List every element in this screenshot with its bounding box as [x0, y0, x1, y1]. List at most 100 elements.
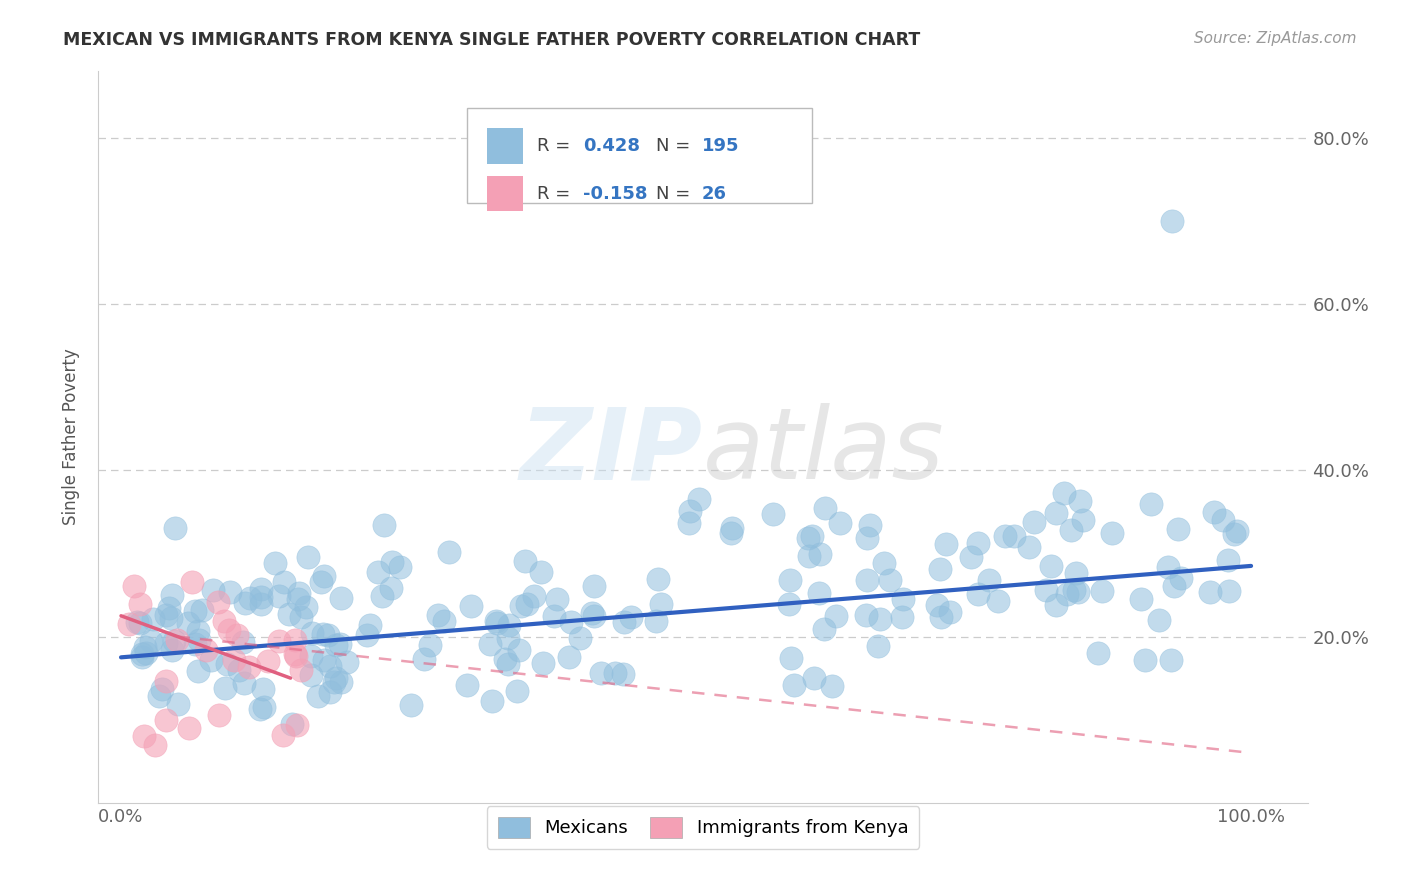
Point	[200, 653, 222, 667]
Point	[856, 573, 879, 587]
Point	[801, 529, 824, 543]
Point	[1198, 584, 1220, 599]
Point	[148, 690, 170, 704]
Point	[207, 595, 229, 609]
Point	[233, 676, 256, 690]
Point	[239, 591, 262, 605]
Point	[558, 649, 581, 664]
Point	[821, 679, 844, 693]
Point	[257, 654, 280, 668]
Point	[195, 642, 218, 657]
Text: -0.158: -0.158	[583, 185, 648, 202]
Point	[721, 521, 744, 535]
Point	[1087, 646, 1109, 660]
Point	[1035, 582, 1057, 597]
Point	[1069, 494, 1091, 508]
Point	[644, 614, 666, 628]
Point	[155, 713, 177, 727]
Point	[1053, 486, 1076, 500]
Point	[319, 659, 342, 673]
Point	[150, 681, 173, 696]
Point	[228, 664, 250, 678]
Point	[508, 643, 530, 657]
Point	[250, 582, 273, 597]
Point	[314, 653, 336, 667]
Point	[427, 607, 450, 622]
Point	[1056, 587, 1078, 601]
Legend: Mexicans, Immigrants from Kenya: Mexicans, Immigrants from Kenya	[486, 806, 920, 848]
Point	[1223, 526, 1246, 541]
Point	[516, 597, 538, 611]
Point	[928, 561, 950, 575]
Point	[612, 666, 634, 681]
Point	[389, 560, 412, 574]
Point	[215, 657, 238, 671]
Point	[1202, 505, 1225, 519]
Text: R =: R =	[537, 185, 576, 202]
Point	[890, 610, 912, 624]
Point	[1091, 583, 1114, 598]
Point	[285, 648, 308, 663]
Point	[479, 637, 502, 651]
Text: N =: N =	[655, 185, 696, 202]
Point	[778, 597, 800, 611]
Point	[325, 638, 347, 652]
Point	[250, 590, 273, 604]
Point	[191, 603, 214, 617]
Point	[485, 616, 508, 631]
Point	[271, 728, 294, 742]
Point	[1160, 653, 1182, 667]
Point	[1170, 571, 1192, 585]
Point	[226, 628, 249, 642]
Point	[329, 674, 352, 689]
Point	[273, 575, 295, 590]
Point	[233, 596, 256, 610]
Point	[249, 702, 271, 716]
Point	[413, 652, 436, 666]
Point	[813, 622, 835, 636]
Point	[188, 632, 211, 647]
Point	[808, 547, 831, 561]
Point	[297, 549, 319, 564]
Point	[281, 717, 304, 731]
Point	[1226, 524, 1249, 538]
Point	[495, 651, 517, 665]
Point	[1045, 506, 1067, 520]
Point	[927, 599, 949, 613]
Text: Source: ZipAtlas.com: Source: ZipAtlas.com	[1194, 31, 1357, 46]
Text: MEXICAN VS IMMIGRANTS FROM KENYA SINGLE FATHER POVERTY CORRELATION CHART: MEXICAN VS IMMIGRANTS FROM KENYA SINGLE …	[63, 31, 921, 49]
Point	[869, 612, 891, 626]
Point	[284, 632, 307, 647]
Point	[506, 684, 529, 698]
Point	[336, 655, 359, 669]
Point	[1218, 583, 1240, 598]
Point	[356, 628, 378, 642]
Point	[523, 589, 546, 603]
Point	[212, 614, 235, 628]
Point	[873, 557, 896, 571]
Point	[647, 572, 669, 586]
Point	[252, 681, 274, 696]
Point	[187, 624, 209, 639]
Point	[762, 508, 785, 522]
Point	[1018, 540, 1040, 554]
Point	[307, 689, 329, 703]
Point	[543, 609, 565, 624]
Point	[238, 660, 260, 674]
Point	[866, 640, 889, 654]
FancyBboxPatch shape	[467, 108, 811, 203]
Point	[177, 615, 200, 630]
Point	[329, 591, 352, 606]
Point	[160, 610, 183, 624]
Point	[201, 582, 224, 597]
Point	[929, 610, 952, 624]
Point	[456, 678, 478, 692]
Point	[813, 500, 835, 515]
Point	[319, 684, 342, 698]
Text: 26: 26	[702, 185, 727, 202]
Point	[546, 591, 568, 606]
Point	[290, 663, 312, 677]
Point	[367, 566, 389, 580]
Text: N =: N =	[655, 137, 696, 155]
Point	[678, 516, 700, 530]
